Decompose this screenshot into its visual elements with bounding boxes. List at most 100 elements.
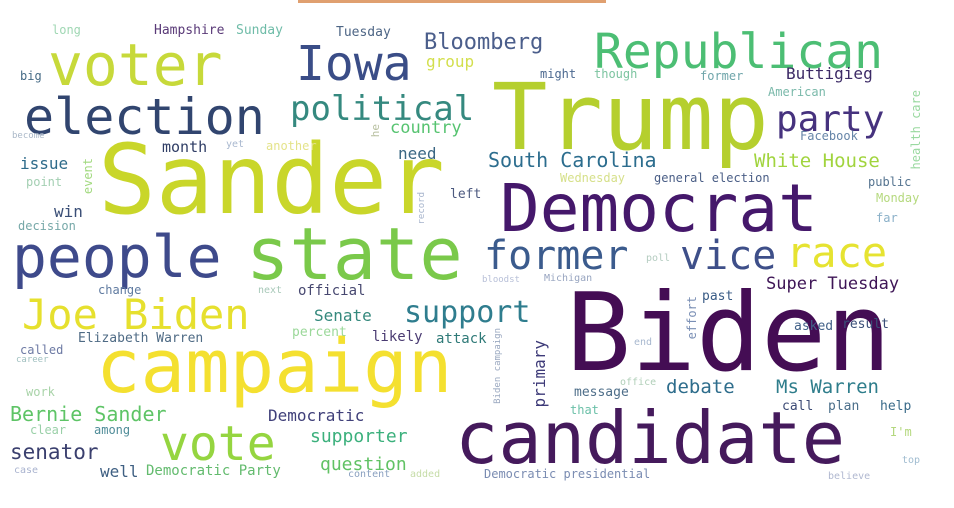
word-senator: senator xyxy=(10,440,99,464)
word-buttigieg: Buttigieg xyxy=(786,64,873,83)
word-clear: clear xyxy=(30,423,67,437)
word-become: become xyxy=(12,131,45,141)
word-sander: Sander xyxy=(98,124,445,236)
word-office: office xyxy=(620,377,657,388)
word-poll: poll xyxy=(646,253,671,264)
word-south-carolina: South Carolina xyxy=(488,148,657,172)
word-yet: yet xyxy=(226,139,245,150)
word-might: might xyxy=(540,67,577,81)
word-content: content xyxy=(348,469,391,480)
word-support: support xyxy=(404,295,531,330)
word-supporter: supporter xyxy=(310,426,408,447)
word-percent: percent xyxy=(292,325,347,340)
word-vice: vice xyxy=(680,233,777,279)
word-voter: voter xyxy=(48,31,223,99)
word-believe: believe xyxy=(828,471,871,482)
word-well: well xyxy=(100,462,139,481)
word-work: work xyxy=(26,385,55,399)
word-top: top xyxy=(902,455,921,466)
word-trump: Trump xyxy=(492,64,769,171)
word-super-tuesday: Super Tuesday xyxy=(766,274,900,294)
word-though: though xyxy=(594,67,638,81)
word-bloomberg: Bloomberg xyxy=(424,30,544,55)
word-former: former xyxy=(484,233,629,279)
word-michigan: Michigan xyxy=(544,273,593,284)
word-among: among xyxy=(94,423,131,437)
word-country: country xyxy=(390,118,462,138)
word-state: state xyxy=(246,212,463,296)
word-attack: attack xyxy=(436,331,487,347)
word-democratic-party: Democratic Party xyxy=(146,463,281,479)
word-democratic-presidential: Democratic presidential xyxy=(484,467,651,481)
word-elizabeth-warren: Elizabeth Warren xyxy=(78,331,204,346)
word-monday: Monday xyxy=(876,191,920,205)
word-biden: Biden xyxy=(566,271,892,396)
word-race: race xyxy=(786,228,888,277)
word-im: I'm xyxy=(890,425,912,439)
word-long: long xyxy=(52,23,81,37)
word-joe-biden: Joe Biden xyxy=(22,290,250,339)
word-call: call xyxy=(782,399,814,414)
word-help: help xyxy=(880,399,912,414)
word-added: added xyxy=(410,469,441,480)
word-case: case xyxy=(14,465,39,476)
word-event: event xyxy=(81,158,95,195)
word-decision: decision xyxy=(18,219,76,233)
word-republican: Republican xyxy=(594,24,883,80)
word-public: public xyxy=(868,175,912,189)
top-accent-bar xyxy=(298,0,606,3)
word-end: end xyxy=(634,337,653,348)
word-political: political xyxy=(290,89,475,129)
word-change: change xyxy=(98,283,142,297)
word-tuesday: Tuesday xyxy=(336,25,391,40)
word-american: American xyxy=(768,85,826,99)
word-debate: debate xyxy=(666,376,735,398)
word-result: result xyxy=(842,317,889,332)
word-iowa: Iowa xyxy=(296,36,412,92)
word-election: election xyxy=(24,88,265,146)
word-past: past xyxy=(702,289,734,304)
word-record: record xyxy=(417,192,427,225)
word-sunday: Sunday xyxy=(236,23,283,38)
word-wednesday: Wednesday xyxy=(560,171,626,185)
word-big: big xyxy=(20,69,42,83)
word-next: next xyxy=(258,285,283,296)
word-former-small: former xyxy=(700,69,744,83)
word-democrat: Democrat xyxy=(500,170,818,247)
word-effort: effort xyxy=(685,296,699,340)
word-official: official xyxy=(298,283,366,299)
word-win: win xyxy=(54,202,83,221)
word-hampshire: Hampshire xyxy=(154,23,225,38)
word-need: need xyxy=(398,144,437,163)
word-white-house: White House xyxy=(754,150,880,172)
word-plan: plan xyxy=(828,399,860,414)
word-party: party xyxy=(776,99,885,140)
word-facebook: Facebook xyxy=(800,129,858,143)
word-point: point xyxy=(26,175,63,189)
word-month: month xyxy=(162,138,208,156)
word-group: group xyxy=(426,52,475,71)
word-people: people xyxy=(12,223,222,291)
word-candidate: candidate xyxy=(455,396,846,480)
word-he: he xyxy=(369,124,382,138)
word-vote: vote xyxy=(160,416,276,472)
word-asked: asked xyxy=(794,319,834,334)
word-primary: primary xyxy=(530,340,549,408)
word-health-care: health care xyxy=(909,90,923,170)
word-bloodst: bloodst xyxy=(482,275,520,285)
word-general-election: general election xyxy=(654,171,770,185)
word-biden-campaign: Biden campaign xyxy=(493,328,503,404)
word-likely: likely xyxy=(372,329,423,345)
word-question: question xyxy=(320,454,407,475)
word-career: career xyxy=(16,355,49,365)
word-issue: issue xyxy=(20,154,69,173)
word-called: called xyxy=(20,343,64,357)
word-message: message xyxy=(574,385,629,400)
word-another: another xyxy=(266,139,317,153)
word-far: far xyxy=(876,211,898,225)
word-that: that xyxy=(570,403,599,417)
word-senate: Senate xyxy=(314,306,372,325)
word-democratic: Democratic xyxy=(268,406,365,425)
word-bernie-sander: Bernie Sander xyxy=(10,402,167,426)
